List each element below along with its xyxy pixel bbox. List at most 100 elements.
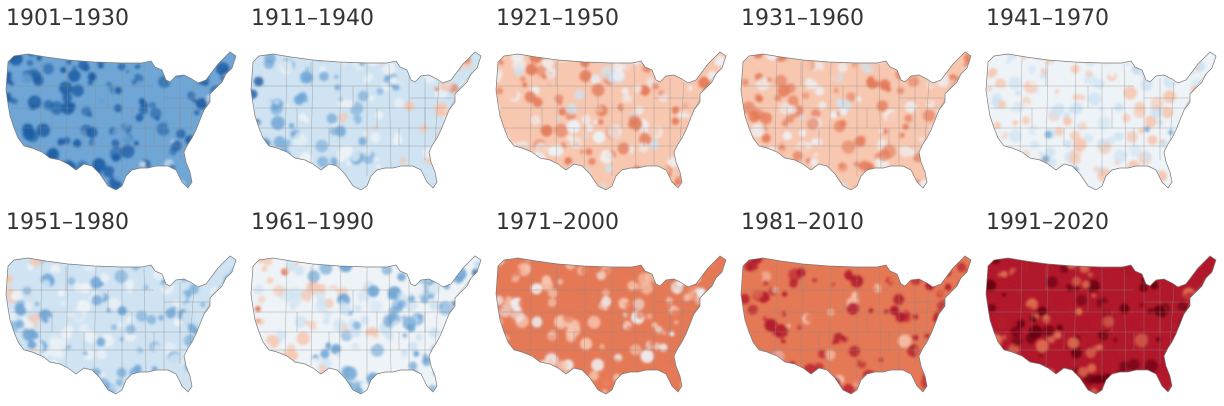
anomaly-blob — [152, 344, 161, 353]
anomaly-blob — [191, 60, 199, 69]
anomaly-blob — [871, 358, 881, 369]
anomaly-blob — [860, 313, 868, 321]
anomaly-blob — [1003, 274, 1014, 285]
anomaly-blob — [952, 126, 959, 132]
anomaly-blob — [472, 279, 481, 289]
anomaly-blob — [1143, 126, 1151, 133]
anomaly-blob — [213, 336, 224, 347]
anomaly-blob — [661, 188, 669, 190]
anomaly-blob — [557, 360, 568, 371]
anomaly-blob — [794, 162, 801, 169]
anomaly-blob — [795, 162, 808, 176]
anomaly-blob — [705, 316, 715, 326]
anomaly-blob — [76, 160, 89, 173]
anomaly-blob — [658, 92, 668, 103]
anomaly-blob — [986, 85, 993, 92]
anomaly-blob — [623, 320, 630, 327]
anomaly-blob — [1172, 364, 1181, 373]
anomaly-blob — [686, 271, 698, 282]
anomaly-blob — [903, 258, 917, 273]
anomaly-blob — [508, 180, 519, 190]
anomaly-blob — [777, 177, 790, 190]
anomaly-blob — [964, 66, 971, 75]
anomaly-blob — [297, 92, 308, 102]
anomaly-blob — [741, 78, 749, 86]
anomaly-blob — [741, 347, 748, 359]
anomaly-blob — [457, 140, 463, 146]
anomaly-blob — [254, 185, 262, 190]
anomaly-blob — [108, 297, 121, 310]
anomaly-blob — [756, 77, 770, 91]
anomaly-blob — [659, 157, 665, 163]
anomaly-blob — [1123, 86, 1138, 100]
anomaly-blob — [951, 106, 961, 116]
anomaly-blob — [278, 165, 284, 171]
anomaly-blob — [318, 171, 331, 184]
anomaly-blob — [469, 112, 478, 122]
us-outline — [5, 255, 237, 395]
anomaly-blob — [1054, 89, 1060, 94]
anomaly-blob — [95, 256, 108, 261]
anomaly-blob — [879, 268, 889, 278]
anomaly-blob — [1146, 264, 1155, 273]
anomaly-blob — [397, 291, 407, 302]
anomaly-blob — [506, 168, 520, 182]
anomaly-blob — [921, 390, 931, 394]
us-map — [985, 255, 1217, 395]
anomaly-blob — [1193, 346, 1206, 360]
anomaly-blob — [853, 161, 860, 168]
anomaly-blob — [223, 116, 231, 125]
anomaly-blob — [474, 112, 481, 123]
anomaly-blob — [448, 334, 455, 340]
anomaly-blob — [186, 91, 196, 100]
anomaly-blob — [1192, 152, 1199, 159]
anomaly-blob — [772, 359, 777, 364]
state-border — [1019, 261, 1023, 359]
anomaly-blob — [1070, 258, 1078, 266]
anomaly-blob — [879, 79, 891, 91]
map-panel-1951–1980: 1951–1980 — [4, 210, 240, 405]
panel-title: 1911–1940 — [251, 6, 374, 31]
anomaly-blob — [1073, 138, 1087, 152]
anomaly-blob — [940, 130, 949, 139]
anomaly-blob — [1149, 262, 1155, 268]
anomaly-blob — [47, 316, 53, 322]
anomaly-blob — [1207, 147, 1216, 158]
anomaly-blob — [1075, 294, 1087, 306]
anomaly-blob — [103, 139, 109, 145]
anomaly-blob — [427, 384, 437, 394]
anomaly-blob — [566, 103, 578, 115]
anomaly-blob — [467, 162, 473, 168]
anomaly-blob — [112, 126, 127, 141]
anomaly-blob — [176, 292, 187, 303]
anomaly-blob — [419, 124, 428, 133]
anomaly-blob — [612, 68, 625, 82]
anomaly-blob — [1034, 256, 1042, 262]
anomaly-blob — [1042, 325, 1055, 338]
anomaly-blob — [841, 318, 850, 328]
anomaly-blob — [269, 161, 281, 173]
anomaly-blob — [575, 184, 581, 190]
anomaly-blob — [866, 170, 872, 177]
anomaly-blob — [650, 256, 656, 258]
anomaly-blob — [352, 56, 359, 62]
anomaly-blob — [318, 364, 327, 373]
anomaly-blob — [1085, 69, 1093, 78]
anomaly-blob — [343, 354, 351, 363]
anomaly-blob — [1014, 287, 1023, 295]
anomaly-blob — [932, 129, 946, 143]
state-border — [529, 261, 533, 359]
anomaly-blob — [896, 169, 907, 180]
anomaly-blob — [92, 158, 106, 172]
anomaly-blob — [428, 61, 437, 70]
state-border — [209, 73, 227, 95]
anomaly-blob — [91, 181, 104, 190]
anomaly-blob — [330, 344, 341, 355]
anomaly-blob — [539, 173, 550, 184]
anomaly-blob — [270, 181, 275, 187]
anomaly-blob — [819, 52, 825, 54]
anomaly-blob — [682, 178, 688, 185]
anomaly-blob — [414, 256, 420, 258]
anomaly-blob — [364, 335, 376, 347]
anomaly-blob — [1177, 301, 1188, 312]
